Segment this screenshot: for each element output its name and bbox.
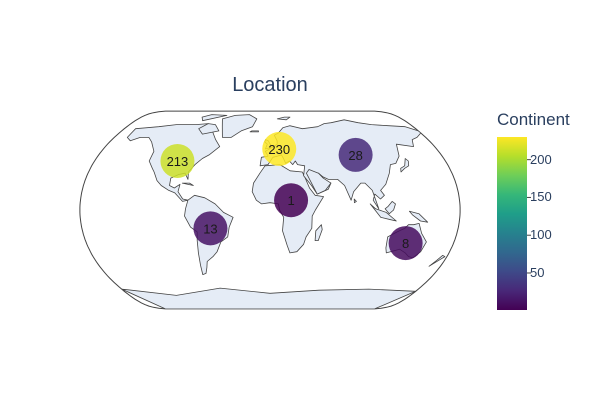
map-marker[interactable]: 230 <box>262 131 297 166</box>
colorbar-tick-label: 150 <box>530 189 552 205</box>
colorbar-tick-label: 50 <box>530 264 545 280</box>
marker-circle[interactable] <box>160 143 195 178</box>
marker-circle[interactable] <box>193 211 228 246</box>
marker-circle[interactable] <box>338 137 373 172</box>
map-marker[interactable]: 213 <box>160 143 195 178</box>
land-japan <box>400 158 410 173</box>
marker-label: 213 <box>167 154 189 169</box>
marker-label: 230 <box>268 142 290 157</box>
land-new-zealand <box>428 255 446 267</box>
land-borneo <box>384 201 396 215</box>
land-eurasia <box>259 119 422 210</box>
map-title: Location <box>232 74 308 96</box>
marker-label: 13 <box>203 221 217 236</box>
map-marker[interactable]: 1 <box>274 183 309 218</box>
map-marker[interactable]: 13 <box>193 211 228 246</box>
land-greenland <box>221 114 258 138</box>
land-ellesmere <box>201 114 228 122</box>
map-marker[interactable]: 8 <box>388 226 423 261</box>
land-baffin <box>198 123 220 135</box>
colorbar-tick-label: 200 <box>530 151 552 167</box>
marker-label: 8 <box>402 236 409 251</box>
map-marker[interactable]: 28 <box>338 137 373 172</box>
marker-circle[interactable] <box>388 226 423 261</box>
marker-label: 1 <box>287 193 294 208</box>
land-sri-lanka <box>353 198 357 204</box>
land-antarctica <box>121 287 417 309</box>
land-madagascar <box>314 224 323 241</box>
marker-circle[interactable] <box>274 183 309 218</box>
land-arabia <box>306 169 332 195</box>
marker-label: 28 <box>348 148 362 163</box>
land-iceland <box>249 130 259 133</box>
land-svalbard <box>276 116 291 121</box>
land-cuba <box>181 182 194 186</box>
colorbar <box>497 137 527 310</box>
colorbar-tick-label: 100 <box>530 227 552 243</box>
land-indonesia <box>369 203 397 222</box>
markers-layer: 213 230 28 1 13 8 <box>160 131 423 261</box>
land-new-guinea <box>409 210 429 223</box>
colorbar-title: Continent <box>497 110 570 129</box>
marker-circle[interactable] <box>262 131 297 166</box>
